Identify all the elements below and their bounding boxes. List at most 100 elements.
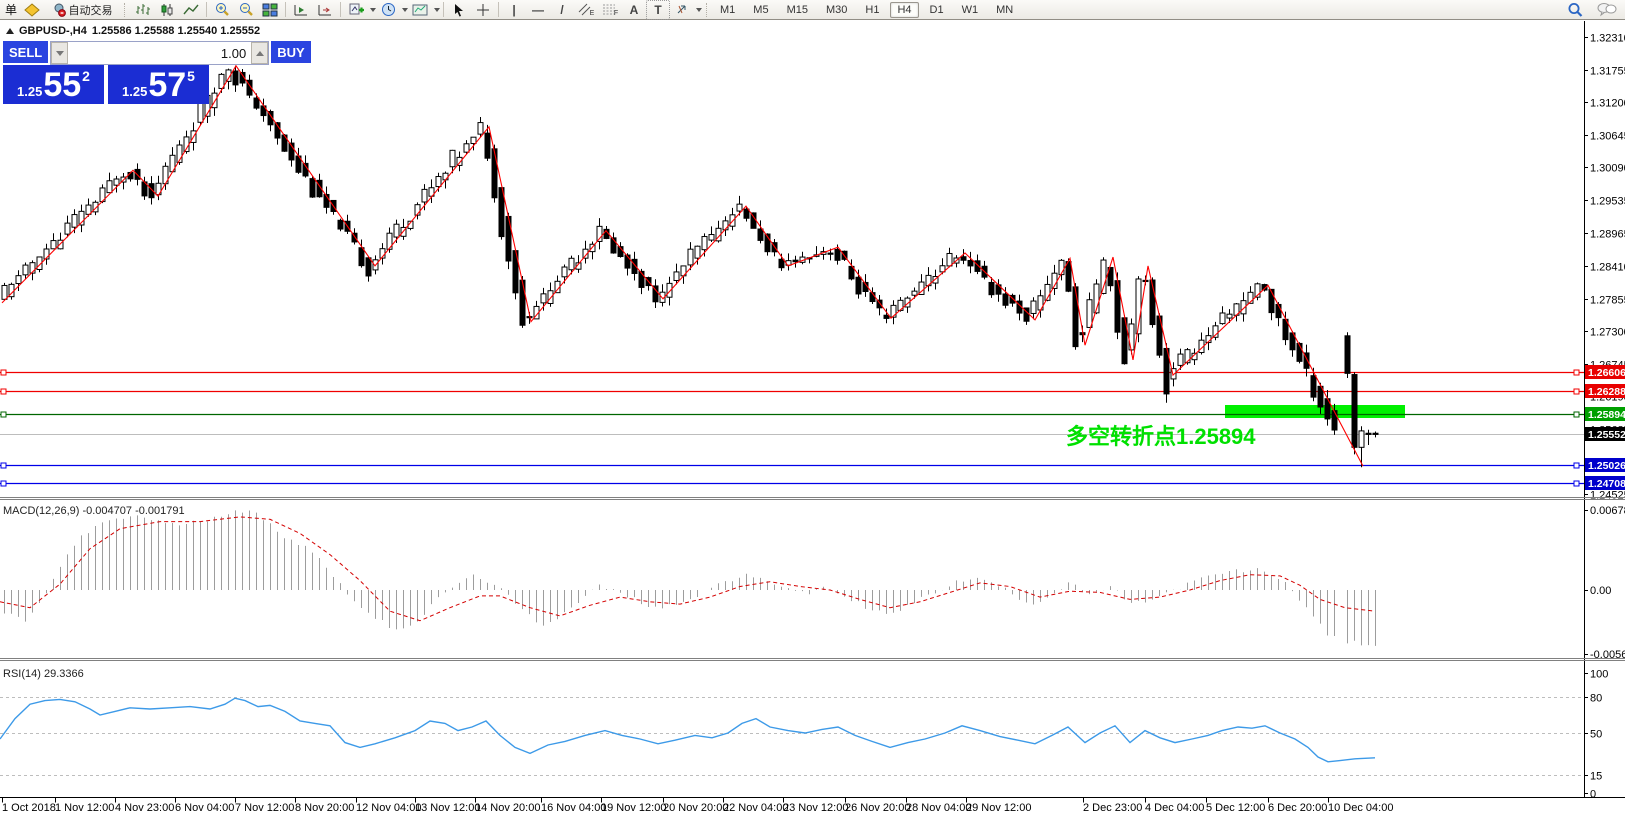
main-toolbar: 单 自动交易 | — / E F A T (0, 0, 1625, 20)
collapse-quote-icon[interactable] (6, 28, 14, 34)
line-handle[interactable] (1573, 369, 1580, 376)
line-handle[interactable] (0, 462, 7, 469)
vertical-line-tool[interactable]: | (502, 0, 526, 20)
volume-increase-button[interactable] (251, 42, 269, 64)
line-handle[interactable] (1573, 388, 1580, 395)
timeframe-button-H1[interactable]: H1 (865, 3, 880, 16)
time-tick-label: 20 Nov 20:00 (663, 802, 728, 814)
text-tool-glyph: A (629, 2, 639, 17)
macd-tick-label: 0.00 (1590, 585, 1611, 597)
new-order-icon[interactable] (20, 0, 44, 20)
candlestick-chart-icon[interactable] (155, 0, 179, 20)
price-badge-label: 1.25552 (1588, 429, 1625, 441)
main-price-panel[interactable]: 多空转折点1.25894 (0, 64, 1584, 487)
arrows-dropdown-caret[interactable] (696, 7, 703, 12)
time-tick-label: 23 Nov 12:00 (783, 802, 848, 814)
rsi-level-label: 100 (1590, 669, 1608, 681)
buy-button[interactable]: BUY (271, 41, 311, 65)
time-tick-label: 7 Nov 12:00 (235, 802, 294, 814)
sell-price-base: 1.25 (17, 84, 43, 99)
indicators-dropdown-caret[interactable] (370, 7, 377, 12)
price-badge[interactable] (1585, 384, 1625, 398)
green-highlight-box[interactable] (1225, 405, 1405, 418)
arrows-tool[interactable] (670, 0, 694, 20)
volume-input[interactable] (68, 42, 252, 64)
timeframe-button-M15[interactable]: M15 (786, 3, 808, 16)
macd-panel[interactable]: MACD(12,26,9) -0.004707 -0.001791 (0, 505, 1376, 646)
horizontal-line-tool[interactable]: — (526, 0, 550, 20)
price-badge[interactable] (1585, 476, 1625, 490)
tile-windows-icon[interactable] (258, 0, 282, 20)
rsi-level-label: 50 (1590, 729, 1602, 741)
price-badge-label: 1.24708 (1588, 478, 1625, 490)
time-tick-label: 2 Dec 23:00 (1083, 802, 1142, 814)
bar-chart-icon[interactable] (131, 0, 155, 20)
fibonacci-tool[interactable]: F (598, 0, 622, 20)
cursor-icon[interactable] (447, 0, 471, 20)
pivot-annotation-text[interactable]: 多空转折点1.25894 (1066, 424, 1256, 449)
autotrading-button[interactable]: 自动交易 (44, 0, 120, 20)
time-tick-label: 28 Nov 04:00 (906, 802, 971, 814)
timeframe-button-H4[interactable]: H4 (890, 1, 919, 18)
line-handle[interactable] (1573, 480, 1580, 487)
line-handle[interactable] (0, 369, 7, 376)
price-tick-label: 1.27855 (1590, 295, 1625, 307)
line-handle[interactable] (0, 480, 7, 487)
price-badge-label: 1.25894 (1588, 409, 1625, 421)
time-tick-label: 5 Dec 12:00 (1206, 802, 1265, 814)
line-handle[interactable] (0, 411, 7, 418)
auto-scroll-icon[interactable] (289, 0, 313, 20)
time-axis[interactable]: 1 Oct 2018 1 Nov 12:00 4 Nov 23:00 6 Nov 04… (0, 797, 1625, 815)
timeframe-button-MN[interactable]: MN (996, 3, 1014, 16)
time-tick-label: 4 Dec 04:00 (1145, 802, 1204, 814)
macd-tick-label: -0.00566 (1590, 649, 1625, 661)
time-tick-label: 16 Nov 04:00 (541, 802, 606, 814)
sell-price-panel[interactable]: 1.25 55 2 (3, 65, 104, 104)
periods-clock-icon[interactable] (376, 0, 400, 20)
line-handle[interactable] (1573, 411, 1580, 418)
trendline-tool[interactable]: / (550, 0, 574, 20)
timeframe-button-W1[interactable]: W1 (961, 3, 979, 16)
macd-tick-label: 0.006785 (1590, 505, 1625, 517)
templates-icon[interactable] (408, 0, 432, 20)
price-tick-label: 1.31755 (1590, 66, 1625, 78)
sell-price-point: 2 (82, 68, 90, 84)
buy-price-base: 1.25 (122, 84, 148, 99)
crosshair-icon[interactable] (471, 0, 495, 20)
zigzag-line[interactable] (1, 64, 1364, 467)
rsi-panel[interactable]: RSI(14) 29.3366 (0, 668, 1584, 776)
line-handle[interactable] (0, 388, 7, 395)
price-axis[interactable]: 1.32310 1.31755 1.31200 1.30645 1.30090 1.295… (1584, 21, 1625, 801)
periods-dropdown-caret[interactable] (402, 7, 409, 12)
timeframe-button-D1[interactable]: D1 (929, 3, 944, 16)
volume-decrease-button[interactable] (51, 42, 69, 64)
chart-background (0, 21, 1625, 818)
text-tool[interactable]: A (622, 0, 646, 20)
price-badge[interactable] (1585, 365, 1625, 379)
new-order-partial-label[interactable]: 单 (5, 3, 18, 17)
equidistant-channel-tool[interactable]: E (574, 0, 598, 20)
price-badge[interactable] (1585, 427, 1625, 441)
price-badge-label: 1.25026 (1588, 460, 1625, 472)
chart-shift-icon[interactable] (313, 0, 337, 20)
time-tick-label: 8 Nov 20:00 (295, 802, 354, 814)
time-tick-label: 29 Nov 12:00 (966, 802, 1031, 814)
chat-icon[interactable] (1595, 0, 1619, 20)
price-badge[interactable] (1585, 407, 1625, 421)
buy-price-panel[interactable]: 1.25 57 5 (108, 65, 209, 104)
zoom-out-icon[interactable] (234, 0, 258, 20)
templates-dropdown-caret[interactable] (434, 7, 441, 12)
text-label-tool[interactable]: T (646, 0, 671, 20)
price-badge[interactable] (1585, 458, 1625, 472)
timeframe-button-M5[interactable]: M5 (753, 3, 769, 16)
line-handle[interactable] (1573, 462, 1580, 469)
timeframe-button-M1[interactable]: M1 (720, 3, 736, 16)
timeframe-button-M30[interactable]: M30 (825, 3, 848, 16)
zoom-in-icon[interactable] (210, 0, 234, 20)
sell-button[interactable]: SELL (3, 41, 49, 65)
time-tick-label: 1 Oct 2018 (2, 802, 56, 814)
indicators-icon[interactable] (344, 0, 368, 20)
line-chart-icon[interactable] (179, 0, 203, 20)
search-icon[interactable] (1563, 0, 1587, 20)
